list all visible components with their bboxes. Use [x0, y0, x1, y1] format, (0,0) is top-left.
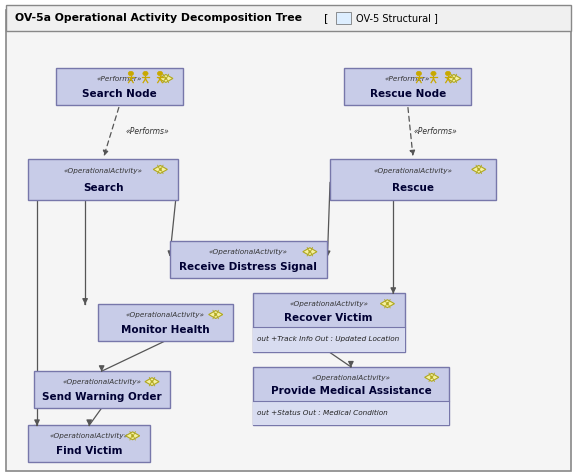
- Text: Recover Victim: Recover Victim: [285, 313, 373, 323]
- Text: Send Warning Order: Send Warning Order: [42, 392, 161, 402]
- Circle shape: [143, 71, 148, 76]
- Text: «OperationalActivity»: «OperationalActivity»: [289, 301, 368, 307]
- Polygon shape: [447, 74, 461, 82]
- Text: OV-5 Structural ]: OV-5 Structural ]: [356, 13, 437, 23]
- Bar: [97, 304, 233, 341]
- Text: Rescue: Rescue: [392, 183, 434, 193]
- Text: «Performer»: «Performer»: [385, 76, 430, 82]
- Circle shape: [416, 71, 422, 76]
- Bar: [28, 159, 178, 200]
- Polygon shape: [472, 166, 486, 173]
- Circle shape: [445, 71, 451, 76]
- Text: «OperationalActivity»: «OperationalActivity»: [62, 379, 141, 385]
- Text: «Performs»: «Performs»: [125, 128, 169, 136]
- Bar: [252, 293, 405, 352]
- Bar: [336, 12, 351, 24]
- Text: «OperationalActivity»: «OperationalActivity»: [374, 168, 453, 174]
- Text: «Performs»: «Performs»: [413, 128, 457, 136]
- Text: Rescue Node: Rescue Node: [370, 89, 446, 99]
- Circle shape: [157, 71, 163, 76]
- Bar: [56, 68, 183, 105]
- Text: Provide Medical Assistance: Provide Medical Assistance: [271, 386, 431, 397]
- Polygon shape: [209, 310, 223, 318]
- Text: out +Status Out : Medical Condition: out +Status Out : Medical Condition: [257, 410, 388, 416]
- Bar: [252, 367, 449, 426]
- Text: «OperationalActivity»: «OperationalActivity»: [50, 433, 129, 439]
- Bar: [330, 159, 496, 200]
- Text: «OperationalActivity»: «OperationalActivity»: [209, 249, 288, 255]
- Bar: [252, 401, 449, 426]
- Circle shape: [431, 71, 436, 76]
- Polygon shape: [153, 166, 167, 173]
- Text: «Performer»: «Performer»: [97, 76, 142, 82]
- Text: Search Node: Search Node: [82, 89, 157, 99]
- Bar: [344, 68, 471, 105]
- Circle shape: [128, 71, 134, 76]
- Polygon shape: [125, 432, 140, 440]
- Text: «OperationalActivity»: «OperationalActivity»: [64, 168, 143, 174]
- Polygon shape: [159, 74, 173, 82]
- Bar: [252, 327, 405, 352]
- Text: OV-5a Operational Activity Decomposition Tree: OV-5a Operational Activity Decomposition…: [15, 13, 301, 23]
- Bar: [170, 241, 328, 278]
- Text: Monitor Health: Monitor Health: [121, 325, 210, 335]
- Polygon shape: [424, 373, 439, 381]
- Bar: [6, 5, 571, 31]
- Bar: [28, 426, 150, 462]
- Polygon shape: [380, 300, 395, 307]
- Polygon shape: [145, 377, 159, 386]
- Text: Find Victim: Find Victim: [56, 446, 122, 456]
- Polygon shape: [303, 248, 317, 256]
- Text: «OperationalActivity»: «OperationalActivity»: [311, 375, 391, 381]
- Text: out +Track Info Out : Updated Location: out +Track Info Out : Updated Location: [257, 337, 399, 342]
- Text: Receive Distress Signal: Receive Distress Signal: [180, 262, 317, 272]
- Bar: [34, 371, 170, 408]
- Text: [: [: [324, 13, 328, 23]
- Text: «OperationalActivity»: «OperationalActivity»: [126, 312, 205, 318]
- Text: Search: Search: [83, 183, 123, 193]
